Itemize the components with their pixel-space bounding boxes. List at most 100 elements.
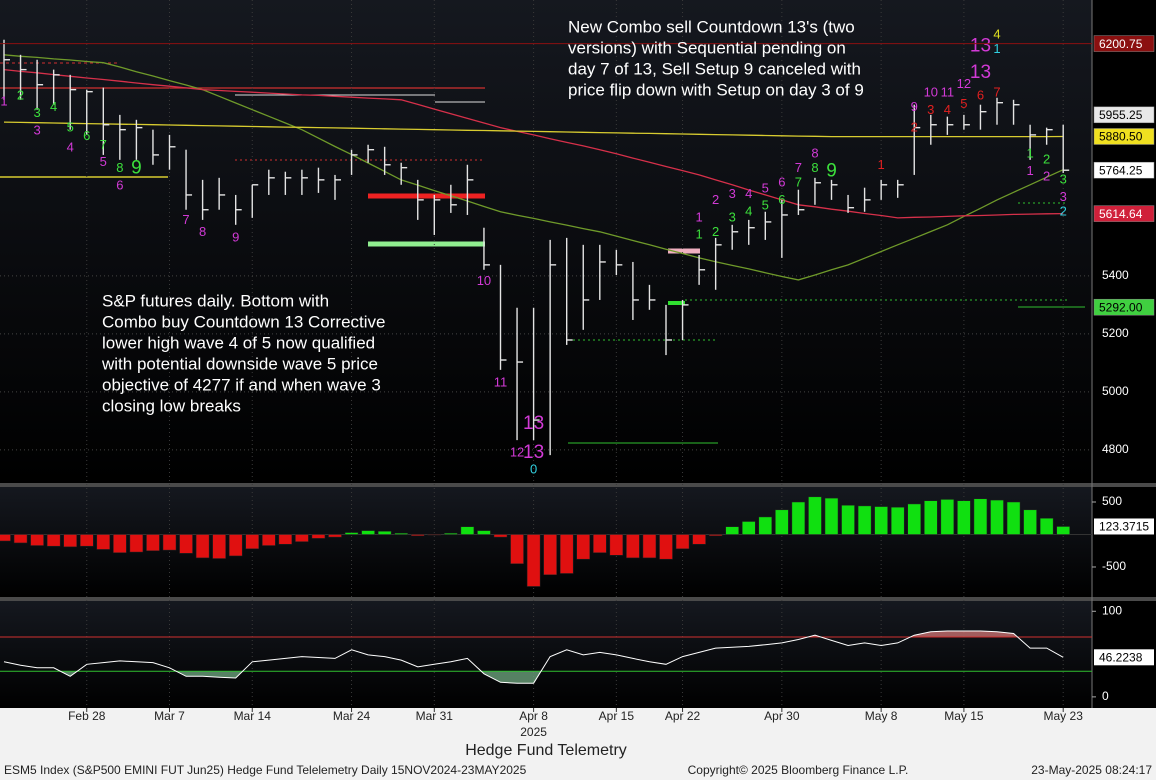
histogram-bar [30,534,44,546]
setup-count: 7 [993,85,1000,100]
price-label: 5764.25 [1099,163,1143,177]
histogram-bar [228,534,243,557]
x-tick-label: Apr 8 [519,709,548,723]
setup-count: 13 [970,62,991,83]
histogram-bar [162,534,177,551]
histogram-bar [1023,509,1037,535]
histogram-bar [576,534,590,560]
setup-count: 9 [232,230,239,245]
setup-count: 3 [1060,172,1067,187]
y-tick-label: 0 [1102,689,1109,703]
setup-count: 1 [1026,145,1033,160]
last-value-label: 46.2238 [1099,650,1143,664]
setup-count: 10 [477,273,491,288]
x-tick-label: Mar 7 [154,709,185,723]
setup-count: 7 [795,174,802,189]
setup-count: 5 [67,119,74,134]
histogram-bar [973,498,988,535]
moving-average [3,68,1064,219]
setup-count: 13 [970,36,991,57]
histogram-bar [626,534,640,559]
histogram-bar [543,534,557,576]
setup-count: 13 [523,413,544,434]
y-tick-label: -500 [1102,559,1126,573]
histogram-bar [0,534,11,542]
histogram-bar [13,534,28,544]
setup-count: 1 [1026,163,1033,178]
last-value-box [1094,649,1154,666]
footer-right: 23-May-2025 08:24:17 [1031,763,1152,777]
histogram-bar [940,499,955,535]
x-tick-label: May 8 [865,709,898,723]
setup-count: 9 [826,160,837,181]
price-label: 5614.64 [1099,207,1143,221]
setup-count: 1 [695,227,702,242]
panel-separator [0,597,1156,601]
setup-count: 3 [927,102,934,117]
setup-count: 2 [712,224,719,239]
setup-count: 2 [911,119,918,134]
histogram-bar [808,496,822,535]
histogram-bar [113,534,127,553]
setup-count: 2 [712,192,719,207]
setup-count: 11 [941,85,955,100]
histogram-bar [659,534,673,560]
histogram-bar [80,534,94,547]
price-label: 5880.50 [1099,130,1143,144]
histogram-bar [96,534,111,550]
histogram-bar [1006,501,1021,535]
histogram-bar [1056,526,1070,535]
histogram-bar [758,516,773,535]
setup-count: 6 [977,87,984,102]
histogram-bar [907,503,921,535]
setup-count: 1 [878,157,885,172]
price-label-box [1093,161,1155,179]
histogram-bar [708,534,723,537]
setup-count: 4 [745,203,752,218]
setup-count: 1 [695,209,702,224]
price-label: 5292.00 [1099,300,1143,314]
setup-count: 2 [1060,203,1067,218]
annotation: Combo buy Countdown 13 Corrective [102,312,385,331]
x-axis-area [0,708,1156,780]
histogram-bar [129,534,144,553]
setup-count: 6 [778,192,785,207]
histogram-bar [311,534,326,539]
oscillator-panel [0,601,1092,708]
x-tick-label: May 23 [1044,709,1084,723]
histogram-bar [874,506,888,535]
last-value-box [1094,518,1154,535]
annotation: lower high wave 4 of 5 now qualified [102,333,375,352]
setup-count: 7 [100,137,107,152]
setup-count: 4 [993,27,1000,42]
setup-count: 8 [199,224,206,239]
histogram-bar [377,530,392,535]
histogram-bar [460,526,475,535]
histogram-bar [957,500,971,535]
oversold-fill [60,671,542,684]
setup-count: 11 [494,375,508,390]
tdst-lines [0,62,1085,444]
setup-count: 2 [17,87,24,102]
histogram-bar [195,534,210,559]
setup-count: 5 [100,154,107,169]
x-tick-label: Apr 30 [764,709,800,723]
y-tick-label: 100 [1102,603,1122,617]
histogram-bar [444,532,458,535]
histogram-bar [344,532,359,535]
setup-count: 1 [0,93,7,108]
annotation: versions) with Sequential pending on [568,38,846,57]
histogram-bar [990,499,1004,535]
setup-count: 4 [67,140,74,155]
histogram-bar [526,534,541,587]
x-tick-label: Apr 22 [665,709,701,723]
setup-count: 9 [911,99,918,114]
last-value-label: 123.3715 [1099,520,1149,534]
histogram-bar [824,497,839,535]
x-tick-label: Apr 15 [599,709,635,723]
annotation: with potential downside wave 5 price [101,354,378,373]
oscillator-line [3,630,1064,684]
setup-count: 3 [729,186,736,201]
footer-center: Copyright© 2025 Bloomberg Finance L.P. [688,763,909,777]
setup-count: 5 [762,198,769,213]
